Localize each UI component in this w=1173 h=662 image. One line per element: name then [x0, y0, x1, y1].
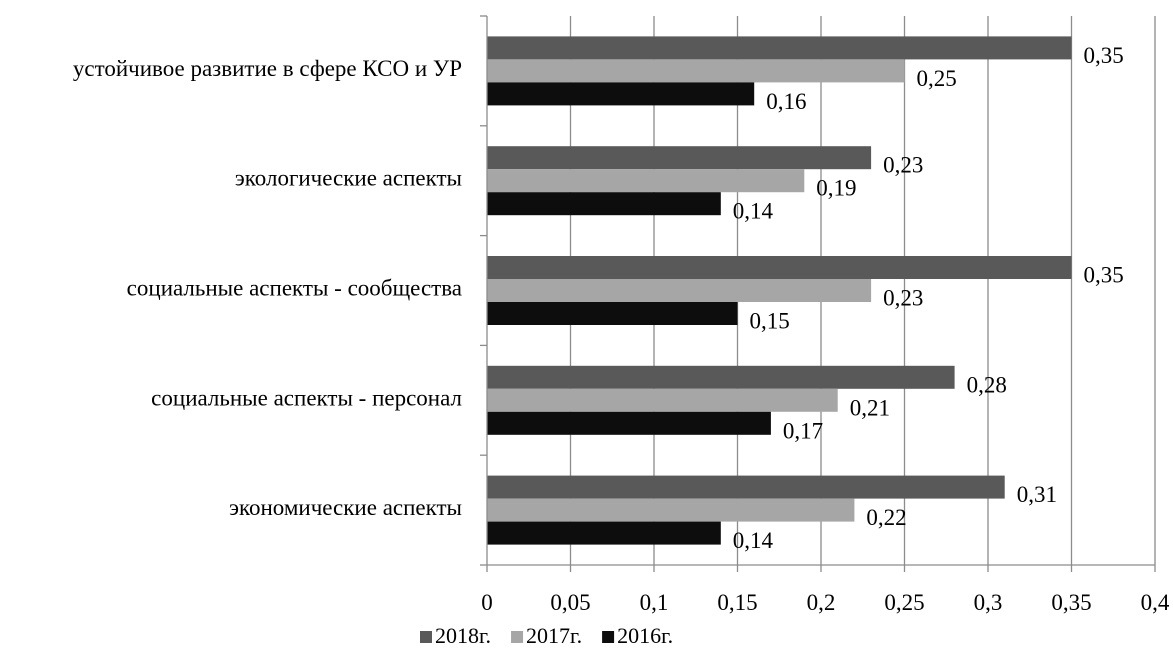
axes — [480, 15, 1156, 572]
data-label: 0,22 — [866, 505, 906, 530]
x-tick-label: 0,25 — [884, 590, 924, 615]
legend-swatch — [420, 631, 432, 643]
category-label: устойчивое развитие в сфере КСО и УР — [73, 56, 462, 81]
x-tick-labels: 0 0,05 0,1 0,15 0,2 0,25 0,3 0,35 0,4 — [481, 590, 1170, 615]
x-tick-label: 0,15 — [717, 590, 757, 615]
data-label: 0,19 — [816, 176, 856, 201]
bar — [487, 475, 1005, 499]
data-label: 0,14 — [733, 199, 774, 224]
data-label: 0,15 — [750, 309, 790, 334]
data-label: 0,17 — [783, 418, 823, 443]
category-label: социальные аспекты - сообщества — [127, 276, 462, 301]
legend-label: 2018г. — [435, 623, 491, 648]
x-tick-label: 0,35 — [1051, 590, 1091, 615]
bar — [487, 302, 738, 325]
category-labels: устойчивое развитие в сфере КСО и УР экол… — [73, 56, 462, 520]
x-tick-label: 0,2 — [807, 590, 836, 615]
data-label: 0,28 — [967, 372, 1007, 397]
bar — [487, 192, 721, 216]
category-label: экономические аспекты — [229, 495, 462, 520]
data-label: 0,21 — [850, 395, 890, 420]
x-tick-label: 0 — [481, 590, 493, 615]
data-label: 0,35 — [1084, 43, 1124, 68]
data-label: 0,23 — [883, 286, 923, 311]
x-tick-label: 0,4 — [1141, 590, 1170, 615]
x-tick-label: 0,3 — [974, 590, 1003, 615]
bar — [487, 146, 872, 170]
bar — [487, 36, 1072, 60]
bar — [487, 365, 955, 389]
bar — [487, 82, 755, 106]
legend-swatch — [602, 631, 615, 643]
data-label: 0,25 — [917, 66, 957, 91]
data-label: 0,16 — [766, 89, 806, 114]
bar — [487, 169, 805, 193]
legend-label: 2017г. — [526, 623, 582, 648]
bar — [487, 498, 855, 522]
legend: 2018г. 2017г. 2016г. — [420, 623, 673, 648]
category-label: экологические аспекты — [235, 166, 462, 191]
data-label: 0,23 — [883, 153, 923, 178]
bar — [487, 256, 1072, 279]
bars — [487, 36, 1072, 545]
data-label: 0,35 — [1084, 263, 1124, 288]
bar — [487, 59, 905, 83]
bar — [487, 521, 721, 545]
data-label: 0,14 — [733, 528, 774, 553]
bar — [487, 279, 872, 302]
x-tick-label: 0,1 — [640, 590, 669, 615]
data-labels: 0,35 0,25 0,16 0,23 0,19 0,14 0,35 0,23 0,15 0,28… — [733, 43, 1124, 553]
x-tick-label: 0,05 — [550, 590, 590, 615]
bar — [487, 411, 771, 435]
category-label: социальные аспекты - персонал — [151, 385, 462, 410]
legend-label: 2016г. — [617, 623, 673, 648]
bar — [487, 388, 838, 412]
data-label: 0,31 — [1017, 482, 1057, 507]
legend-swatch — [511, 631, 524, 643]
